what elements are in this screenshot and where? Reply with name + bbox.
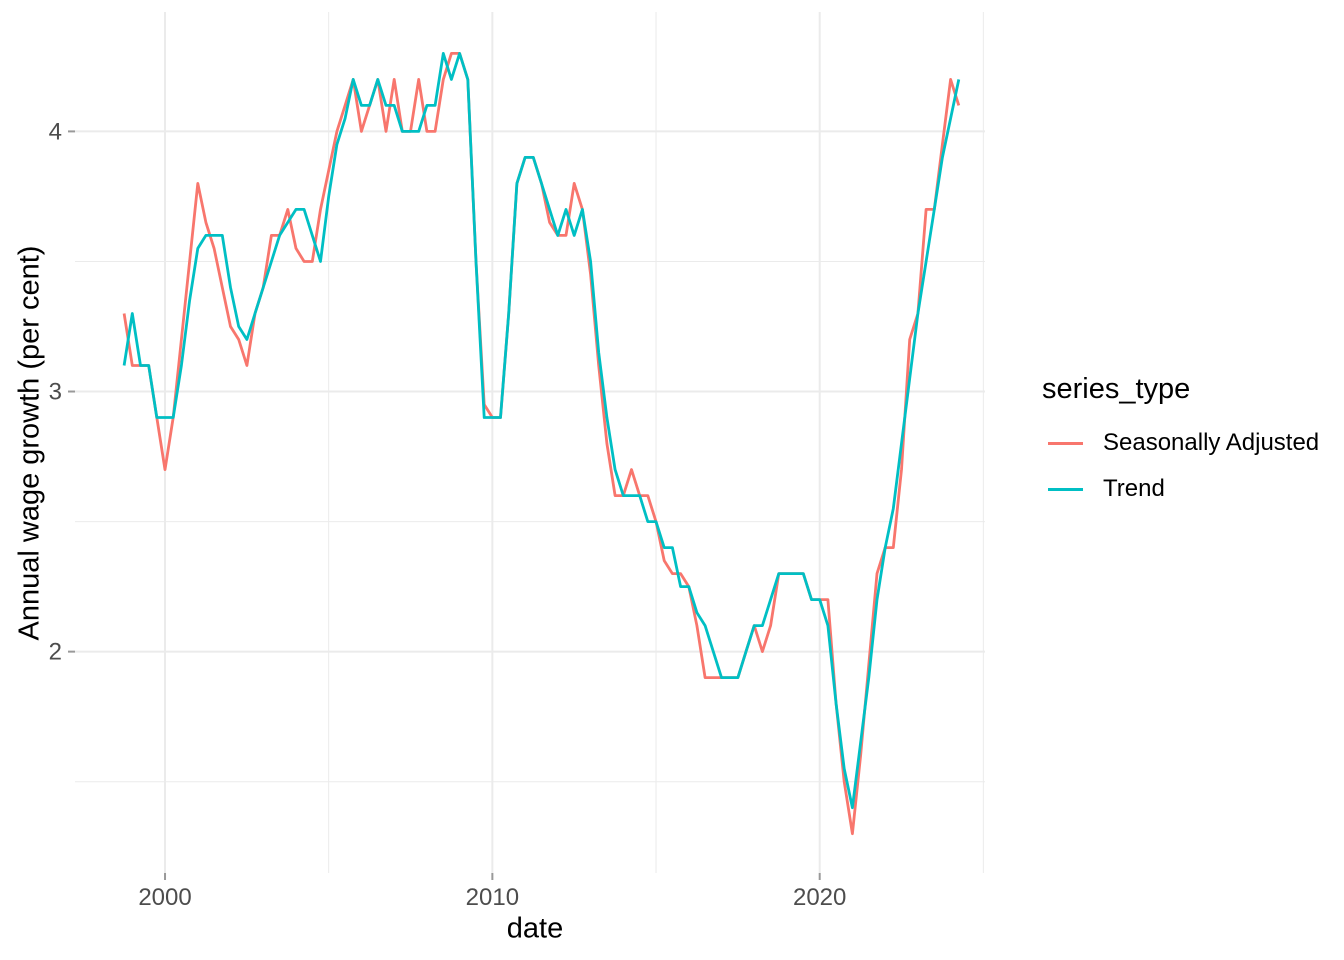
y-axis-title: Annual wage growth (per cent): [13, 245, 46, 641]
legend-swatch-seasonally-adjusted: [1048, 441, 1083, 445]
legend-title: series_type: [1042, 373, 1191, 405]
legend: series_type Seasonally Adjusted Trend: [1042, 373, 1319, 518]
x-tick-label: 2000: [138, 884, 191, 911]
x-tick-label: 2010: [466, 884, 519, 911]
series-line-trend: [122, 52, 961, 810]
y-tick-label: 2: [49, 639, 62, 666]
legend-entry-trend: Trend: [1042, 472, 1319, 506]
x-tick-label: 2020: [793, 884, 846, 911]
legend-swatch-trend: [1048, 487, 1083, 491]
series-line-seasonally-adjusted: [122, 52, 961, 836]
x-axis-title: date: [506, 912, 564, 945]
y-tick-label: 4: [49, 118, 62, 145]
legend-label-seasonally-adjusted: Seasonally Adjusted: [1103, 429, 1320, 456]
legend-label-trend: Trend: [1103, 475, 1165, 502]
legend-entry-seasonally-adjusted: Seasonally Adjusted: [1042, 426, 1319, 460]
y-tick-label: 3: [49, 379, 62, 406]
